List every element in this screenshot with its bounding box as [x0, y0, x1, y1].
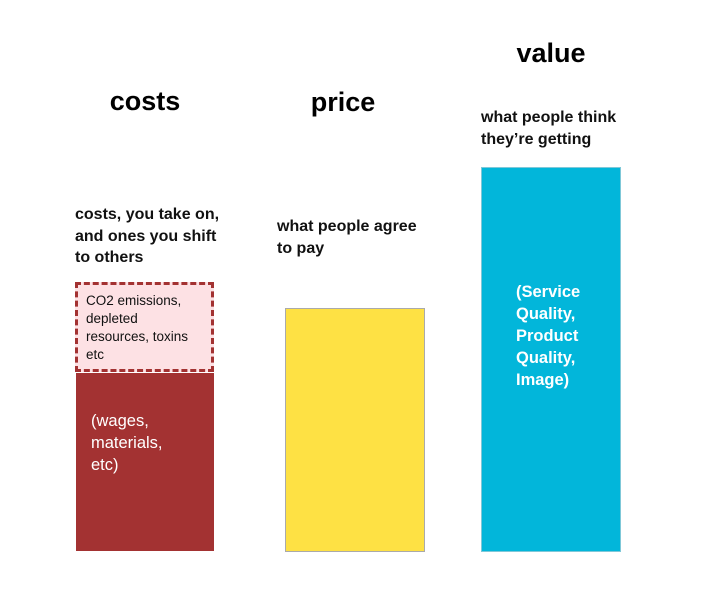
subtitle-line: to others [75, 249, 144, 266]
text-line: Quality, [516, 305, 576, 323]
column-subtitle: costs, you take on, and ones you shift t… [75, 204, 219, 269]
text-line: Quality, [516, 349, 576, 367]
price-bar [285, 308, 425, 552]
value-bar [481, 167, 621, 552]
cost-bar [76, 373, 214, 551]
column-subtitle: what people agree to pay [277, 216, 417, 259]
hidden-cost-box [75, 282, 214, 372]
text-line: (wages, [91, 412, 149, 430]
subtitle-line: what people agree [277, 218, 417, 235]
text-line: depleted [86, 311, 138, 326]
text-line: Product [516, 327, 579, 345]
hidden-cost-text: CO2 emissions, depleted resources, toxin… [86, 292, 188, 364]
subtitle-line: costs, you take on, [75, 206, 220, 223]
subtitle-line: what people think [481, 109, 617, 126]
text-line: Image) [516, 371, 570, 389]
text-line: etc [86, 347, 105, 362]
subtitle-line: and ones you shift [75, 227, 217, 245]
text-line: materials, [91, 434, 163, 452]
value-bar-text: (Service Quality, Product Quality, Image… [516, 281, 580, 391]
subtitle-line: they’re getting [481, 130, 592, 148]
column-title: costs [109, 86, 181, 116]
cost-bar-text: (wages, materials, etc) [91, 410, 163, 476]
column-title: price [310, 87, 376, 117]
text-line: (Service [516, 283, 581, 301]
text-line: etc) [91, 456, 119, 474]
text-line: resources, toxins [86, 329, 189, 344]
text-line: CO2 emissions, [86, 293, 182, 308]
subtitle-line: to pay [277, 239, 325, 257]
column-title: value [516, 38, 586, 68]
column-subtitle: what people think they’re getting [481, 107, 616, 150]
